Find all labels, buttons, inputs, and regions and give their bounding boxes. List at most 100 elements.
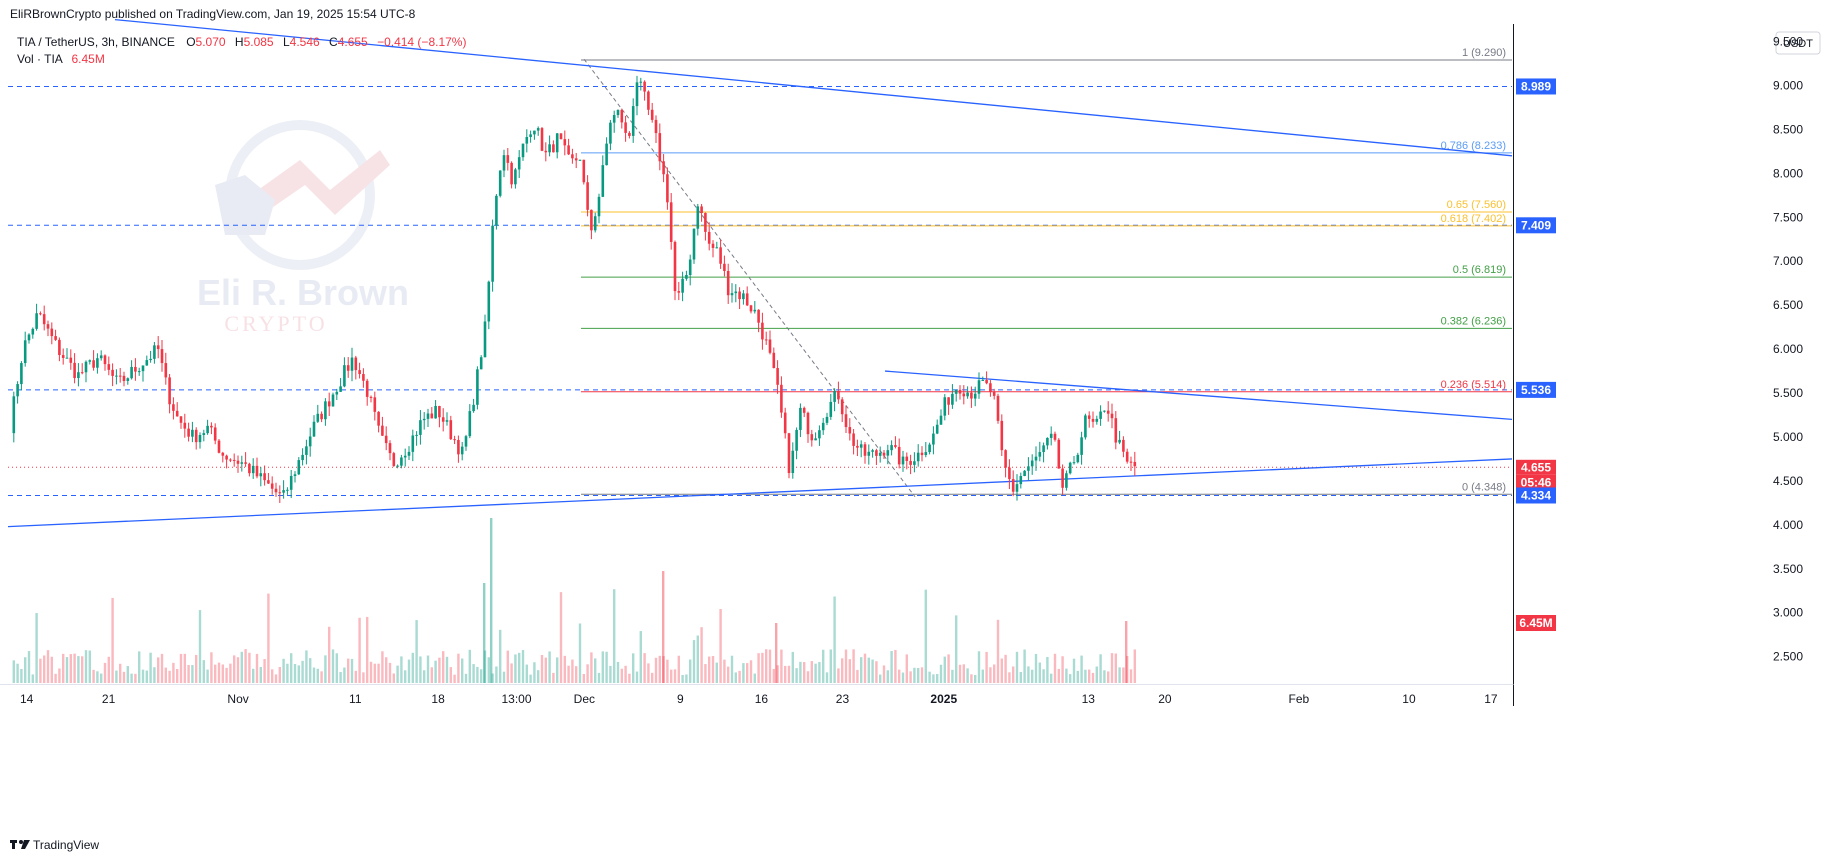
candle-body (270, 483, 274, 489)
candle-body (274, 488, 278, 493)
time-tick: 11 (349, 692, 362, 706)
candle-body (50, 328, 54, 337)
volume-bar (134, 673, 137, 683)
volume-bar (453, 674, 456, 683)
candle-body (996, 395, 1000, 421)
volume-bar (1118, 667, 1121, 683)
candle-body (517, 157, 521, 170)
candle-body (168, 377, 171, 405)
volume-bar (369, 661, 373, 683)
volume-bar (111, 597, 114, 683)
volume-bar (860, 657, 863, 683)
candle-body (476, 369, 479, 405)
price-tick: 5.000 (1773, 430, 1803, 444)
volume-bar (730, 655, 734, 683)
volume-bar (928, 671, 931, 683)
volume-value: 6.45M (71, 52, 104, 66)
volume-bar (662, 656, 665, 683)
time-tick: 23 (836, 692, 850, 706)
candle-body (681, 278, 684, 293)
candle-body (882, 452, 886, 456)
volume-bar (514, 654, 517, 683)
trendlines[interactable] (7, 18, 1513, 528)
volume-bar (559, 592, 563, 683)
candle-body (753, 309, 757, 312)
volume-bar (563, 655, 566, 683)
volume-bar (639, 631, 642, 683)
candle-body (939, 415, 943, 425)
candle-body (829, 401, 833, 417)
volume-bar (620, 668, 623, 683)
volume-bar (624, 665, 627, 683)
candle-body (441, 417, 445, 422)
fib-retracement[interactable]: 1 (9.290) 0.786 (8.233) 0.65 (7.560) 0.618 … (581, 47, 1512, 498)
trendline-upper[interactable] (114, 18, 1513, 157)
volume-bar (149, 652, 152, 683)
candle-body (802, 407, 806, 413)
volume-bar (1129, 669, 1133, 683)
volume-bar (837, 668, 840, 683)
volume-bar (597, 672, 601, 683)
volume-bar (571, 659, 574, 683)
candle-body (643, 81, 646, 92)
watermark-line1: Eli R. Brown (197, 272, 409, 313)
time-tick: 20 (1158, 692, 1172, 706)
candle-body (734, 291, 738, 294)
volume-bar (483, 583, 486, 683)
candle-body (757, 309, 760, 323)
candle-body (259, 473, 263, 477)
candle-body (141, 365, 145, 372)
candle-body (278, 492, 282, 494)
volume-bar (943, 656, 946, 683)
candle-body (115, 375, 118, 377)
price-tick: 9.500 (1773, 35, 1803, 49)
trendline-triangle[interactable] (884, 370, 1513, 421)
volume-bar (905, 654, 908, 683)
volume-bar (464, 673, 468, 683)
candle-body (977, 380, 981, 394)
volume-bar (278, 666, 281, 683)
volume-bar (267, 593, 270, 683)
volume-bar (962, 664, 965, 683)
candle-body (468, 411, 472, 437)
candle-body (761, 322, 764, 340)
volume-bar (696, 635, 699, 683)
candle-body (1084, 415, 1087, 438)
candle-body (692, 228, 696, 260)
volume-bar (856, 669, 859, 683)
price-badge (1516, 381, 1556, 398)
candle-body (951, 393, 954, 405)
candle-body (202, 433, 206, 436)
currency-button[interactable] (1775, 31, 1821, 55)
candle-body (552, 144, 555, 153)
volume-bar (670, 669, 673, 683)
volume-bar (122, 671, 126, 683)
candle-body (472, 404, 475, 412)
volume-bar (157, 657, 160, 683)
candle-body (745, 293, 749, 306)
price-badge-label: 5.536 (1521, 383, 1551, 397)
volume-bar (1126, 655, 1129, 683)
candle-body (711, 243, 715, 248)
price-badge-label: 05:46 (1521, 475, 1552, 489)
candle-body (229, 459, 232, 461)
volume-bar (723, 659, 726, 683)
candle-body (1049, 433, 1053, 438)
candle-body (772, 352, 776, 369)
candle-body (1046, 437, 1049, 446)
trendline-lower[interactable] (7, 458, 1513, 528)
candle-body (1019, 476, 1023, 485)
candle-body (191, 429, 194, 437)
candle-body (232, 459, 236, 461)
candle-body (358, 370, 361, 375)
published-line: EliRBrownCrypto published on TradingView… (10, 7, 416, 21)
volume-bar (753, 673, 756, 683)
volume-bar (419, 656, 422, 683)
volume-bar (974, 674, 977, 683)
volume-bar (183, 653, 186, 683)
volume-bar (396, 665, 399, 683)
candle-body (434, 405, 437, 419)
volume-bar (324, 655, 327, 683)
candle-body (799, 407, 802, 430)
